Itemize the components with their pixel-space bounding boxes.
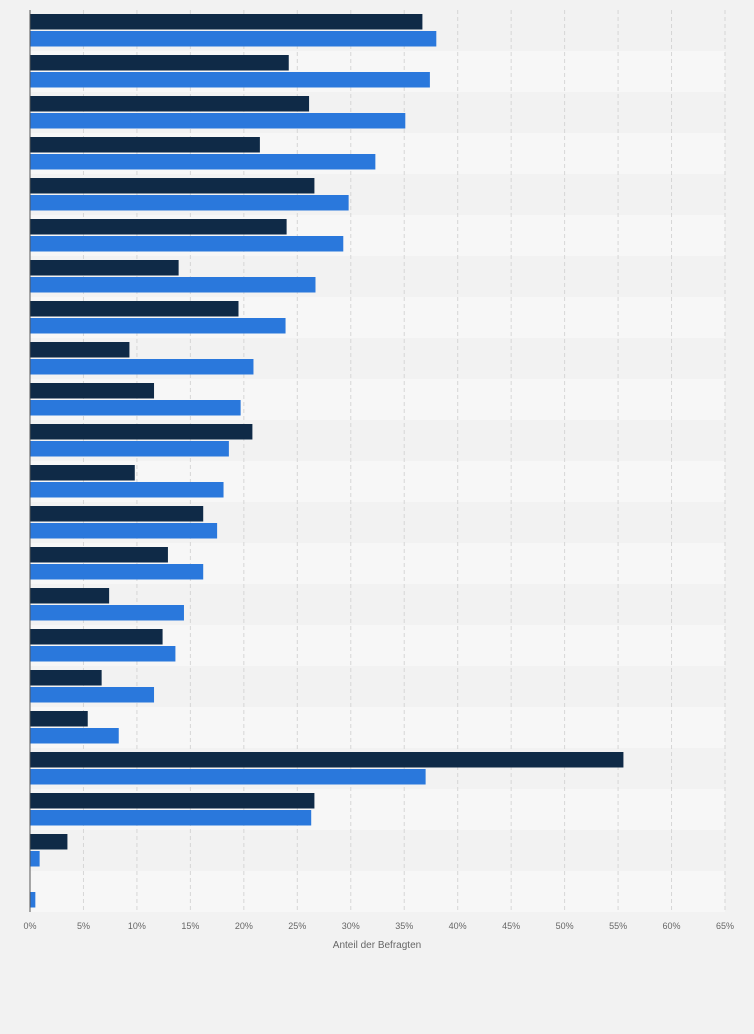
x-tick-label: 15% <box>181 921 199 931</box>
x-tick-label: 55% <box>609 921 627 931</box>
bar-series-2[interactable] <box>30 769 426 785</box>
bar-series-2[interactable] <box>30 400 241 416</box>
bar-series-1[interactable] <box>30 547 168 563</box>
x-axis: 0% 5% 10% 15% 20% 25% 30% 35% 40% 45% 50% 55% 60% 65% <box>23 10 734 931</box>
bar-series-2[interactable] <box>30 810 312 826</box>
row-band <box>30 871 725 912</box>
x-tick-label: 0% <box>23 921 36 931</box>
x-tick-label: 35% <box>395 921 413 931</box>
row-band <box>30 830 725 871</box>
bar-series-2[interactable] <box>30 441 229 457</box>
bar-series-2[interactable] <box>30 359 254 375</box>
x-tick-label: 20% <box>235 921 253 931</box>
bar-series-2[interactable] <box>30 236 344 252</box>
bar-series-1[interactable] <box>30 670 102 686</box>
bar-series-1[interactable] <box>30 383 155 399</box>
x-tick-label: 45% <box>502 921 520 931</box>
row-band <box>30 707 725 748</box>
bar-series-1[interactable] <box>30 834 68 850</box>
bar-series-2[interactable] <box>30 892 36 908</box>
bar-series-2[interactable] <box>30 687 155 703</box>
bar-series-1[interactable] <box>30 506 204 522</box>
x-tick-label: 5% <box>77 921 90 931</box>
bar-series-1[interactable] <box>30 137 260 153</box>
bar-series-2[interactable] <box>30 482 224 498</box>
bar-series-2[interactable] <box>30 605 184 621</box>
bar-series-2[interactable] <box>30 523 218 539</box>
bar-series-1[interactable] <box>30 301 239 317</box>
bar-series-1[interactable] <box>30 711 88 727</box>
x-tick-label: 10% <box>128 921 146 931</box>
bar-series-1[interactable] <box>30 424 253 440</box>
bars <box>30 14 624 908</box>
bar-series-2[interactable] <box>30 277 316 293</box>
bar-series-1[interactable] <box>30 465 135 481</box>
bar-series-1[interactable] <box>30 629 163 645</box>
bar-series-1[interactable] <box>30 342 130 358</box>
bar-series-2[interactable] <box>30 113 406 129</box>
bar-series-2[interactable] <box>30 154 376 170</box>
x-tick-label: 40% <box>449 921 467 931</box>
bar-series-2[interactable] <box>30 195 349 211</box>
bar-series-2[interactable] <box>30 564 204 580</box>
bar-series-2[interactable] <box>30 72 430 88</box>
bar-series-2[interactable] <box>30 318 286 334</box>
bar-series-1[interactable] <box>30 14 423 30</box>
bar-series-2[interactable] <box>30 31 437 47</box>
x-tick-label: 60% <box>663 921 681 931</box>
x-axis-label: Anteil der Befragten <box>333 940 421 951</box>
bar-series-1[interactable] <box>30 219 287 235</box>
bar-series-1[interactable] <box>30 55 289 71</box>
x-tick-label: 50% <box>556 921 574 931</box>
bar-series-1[interactable] <box>30 178 315 194</box>
x-tick-label: 65% <box>716 921 734 931</box>
bar-series-1[interactable] <box>30 96 310 112</box>
bar-series-2[interactable] <box>30 728 119 744</box>
bar-series-1[interactable] <box>30 793 315 809</box>
x-tick-label: 25% <box>288 921 306 931</box>
bar-series-1[interactable] <box>30 260 179 276</box>
bar-series-2[interactable] <box>30 851 40 867</box>
row-bands <box>30 10 725 912</box>
bar-series-1[interactable] <box>30 752 624 768</box>
bar-series-1[interactable] <box>30 588 110 604</box>
bar-series-2[interactable] <box>30 646 176 662</box>
x-tick-label: 30% <box>342 921 360 931</box>
